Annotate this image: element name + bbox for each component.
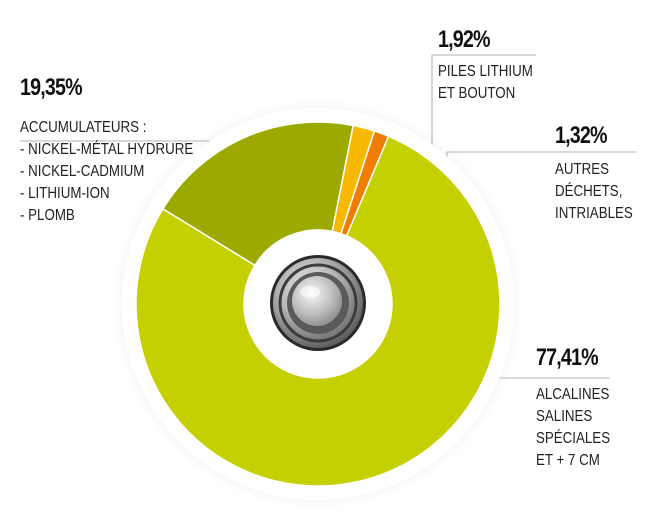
desc-line: PILES LITHIUM [438, 63, 533, 80]
slice-label-alcalines: 77,41% [536, 344, 599, 371]
slice-desc-alcalines: ALCALINES SALINES SPÉCIALES ET + 7 CM [536, 384, 610, 472]
slice-label-piles-lithium: 1,92% [438, 26, 491, 53]
desc-line: ET BOUTON [438, 85, 516, 102]
slice-desc-autres: AUTRES DÉCHETS, INTRIABLES [555, 159, 633, 225]
desc-line: AUTRES [555, 161, 610, 178]
desc-line: SALINES [536, 408, 593, 425]
desc-line: ET + 7 CM [536, 452, 600, 469]
slice-label-accumulateurs: 19,35% [20, 74, 83, 101]
desc-line: INTRIABLES [555, 205, 633, 222]
desc-line: - PLOMB [20, 207, 75, 224]
desc-line: DÉCHETS, [555, 183, 623, 200]
desc-line: - NICKEL-MÉTAL HYDRURE [20, 141, 194, 158]
slice-label-autres: 1,32% [555, 122, 608, 149]
slices [135, 121, 501, 487]
desc-line: SPÉCIALES [536, 430, 611, 447]
button-battery-icon [270, 255, 366, 351]
desc-line: - LITHIUM-ION [20, 185, 110, 202]
slice-desc-piles-lithium: PILES LITHIUM ET BOUTON [438, 61, 533, 105]
slice-desc-accumulateurs: ACCUMULATEURS : - NICKEL-MÉTAL HYDRURE -… [20, 117, 193, 227]
desc-line: ALCALINES [536, 386, 610, 403]
desc-line: - NICKEL-CADMIUM [20, 163, 145, 180]
desc-line: ACCUMULATEURS : [20, 119, 147, 136]
